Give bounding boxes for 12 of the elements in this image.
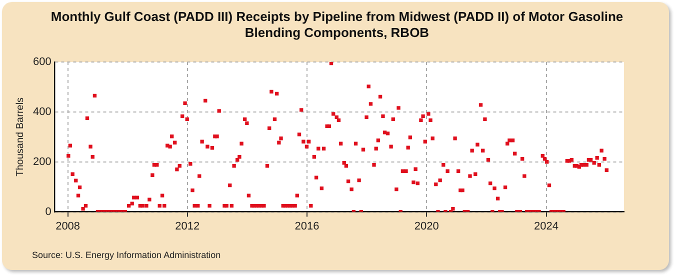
source-note: Source: U.S. Energy Information Administration [32, 250, 221, 260]
y-tick-label: 600 [32, 56, 52, 68]
x-tick-label: 2008 [56, 220, 80, 232]
chart-title: Monthly Gulf Coast (PADD III) Receipts by Pipeline from Midwest (PADD II) of Motor Gasoline Blending Components, RBOB [50, 9, 624, 41]
y-axis-title: Thousand Barrels [14, 97, 26, 176]
y-tick-label: 0 [45, 206, 52, 218]
x-tick-label: 2020 [414, 220, 439, 232]
x-tick-label: 2016 [294, 220, 320, 232]
y-tick-label: 400 [32, 106, 52, 118]
y-tick-label: 200 [32, 156, 52, 168]
x-tick-label: 2012 [175, 220, 200, 232]
x-tick-label: 2024 [534, 220, 558, 232]
